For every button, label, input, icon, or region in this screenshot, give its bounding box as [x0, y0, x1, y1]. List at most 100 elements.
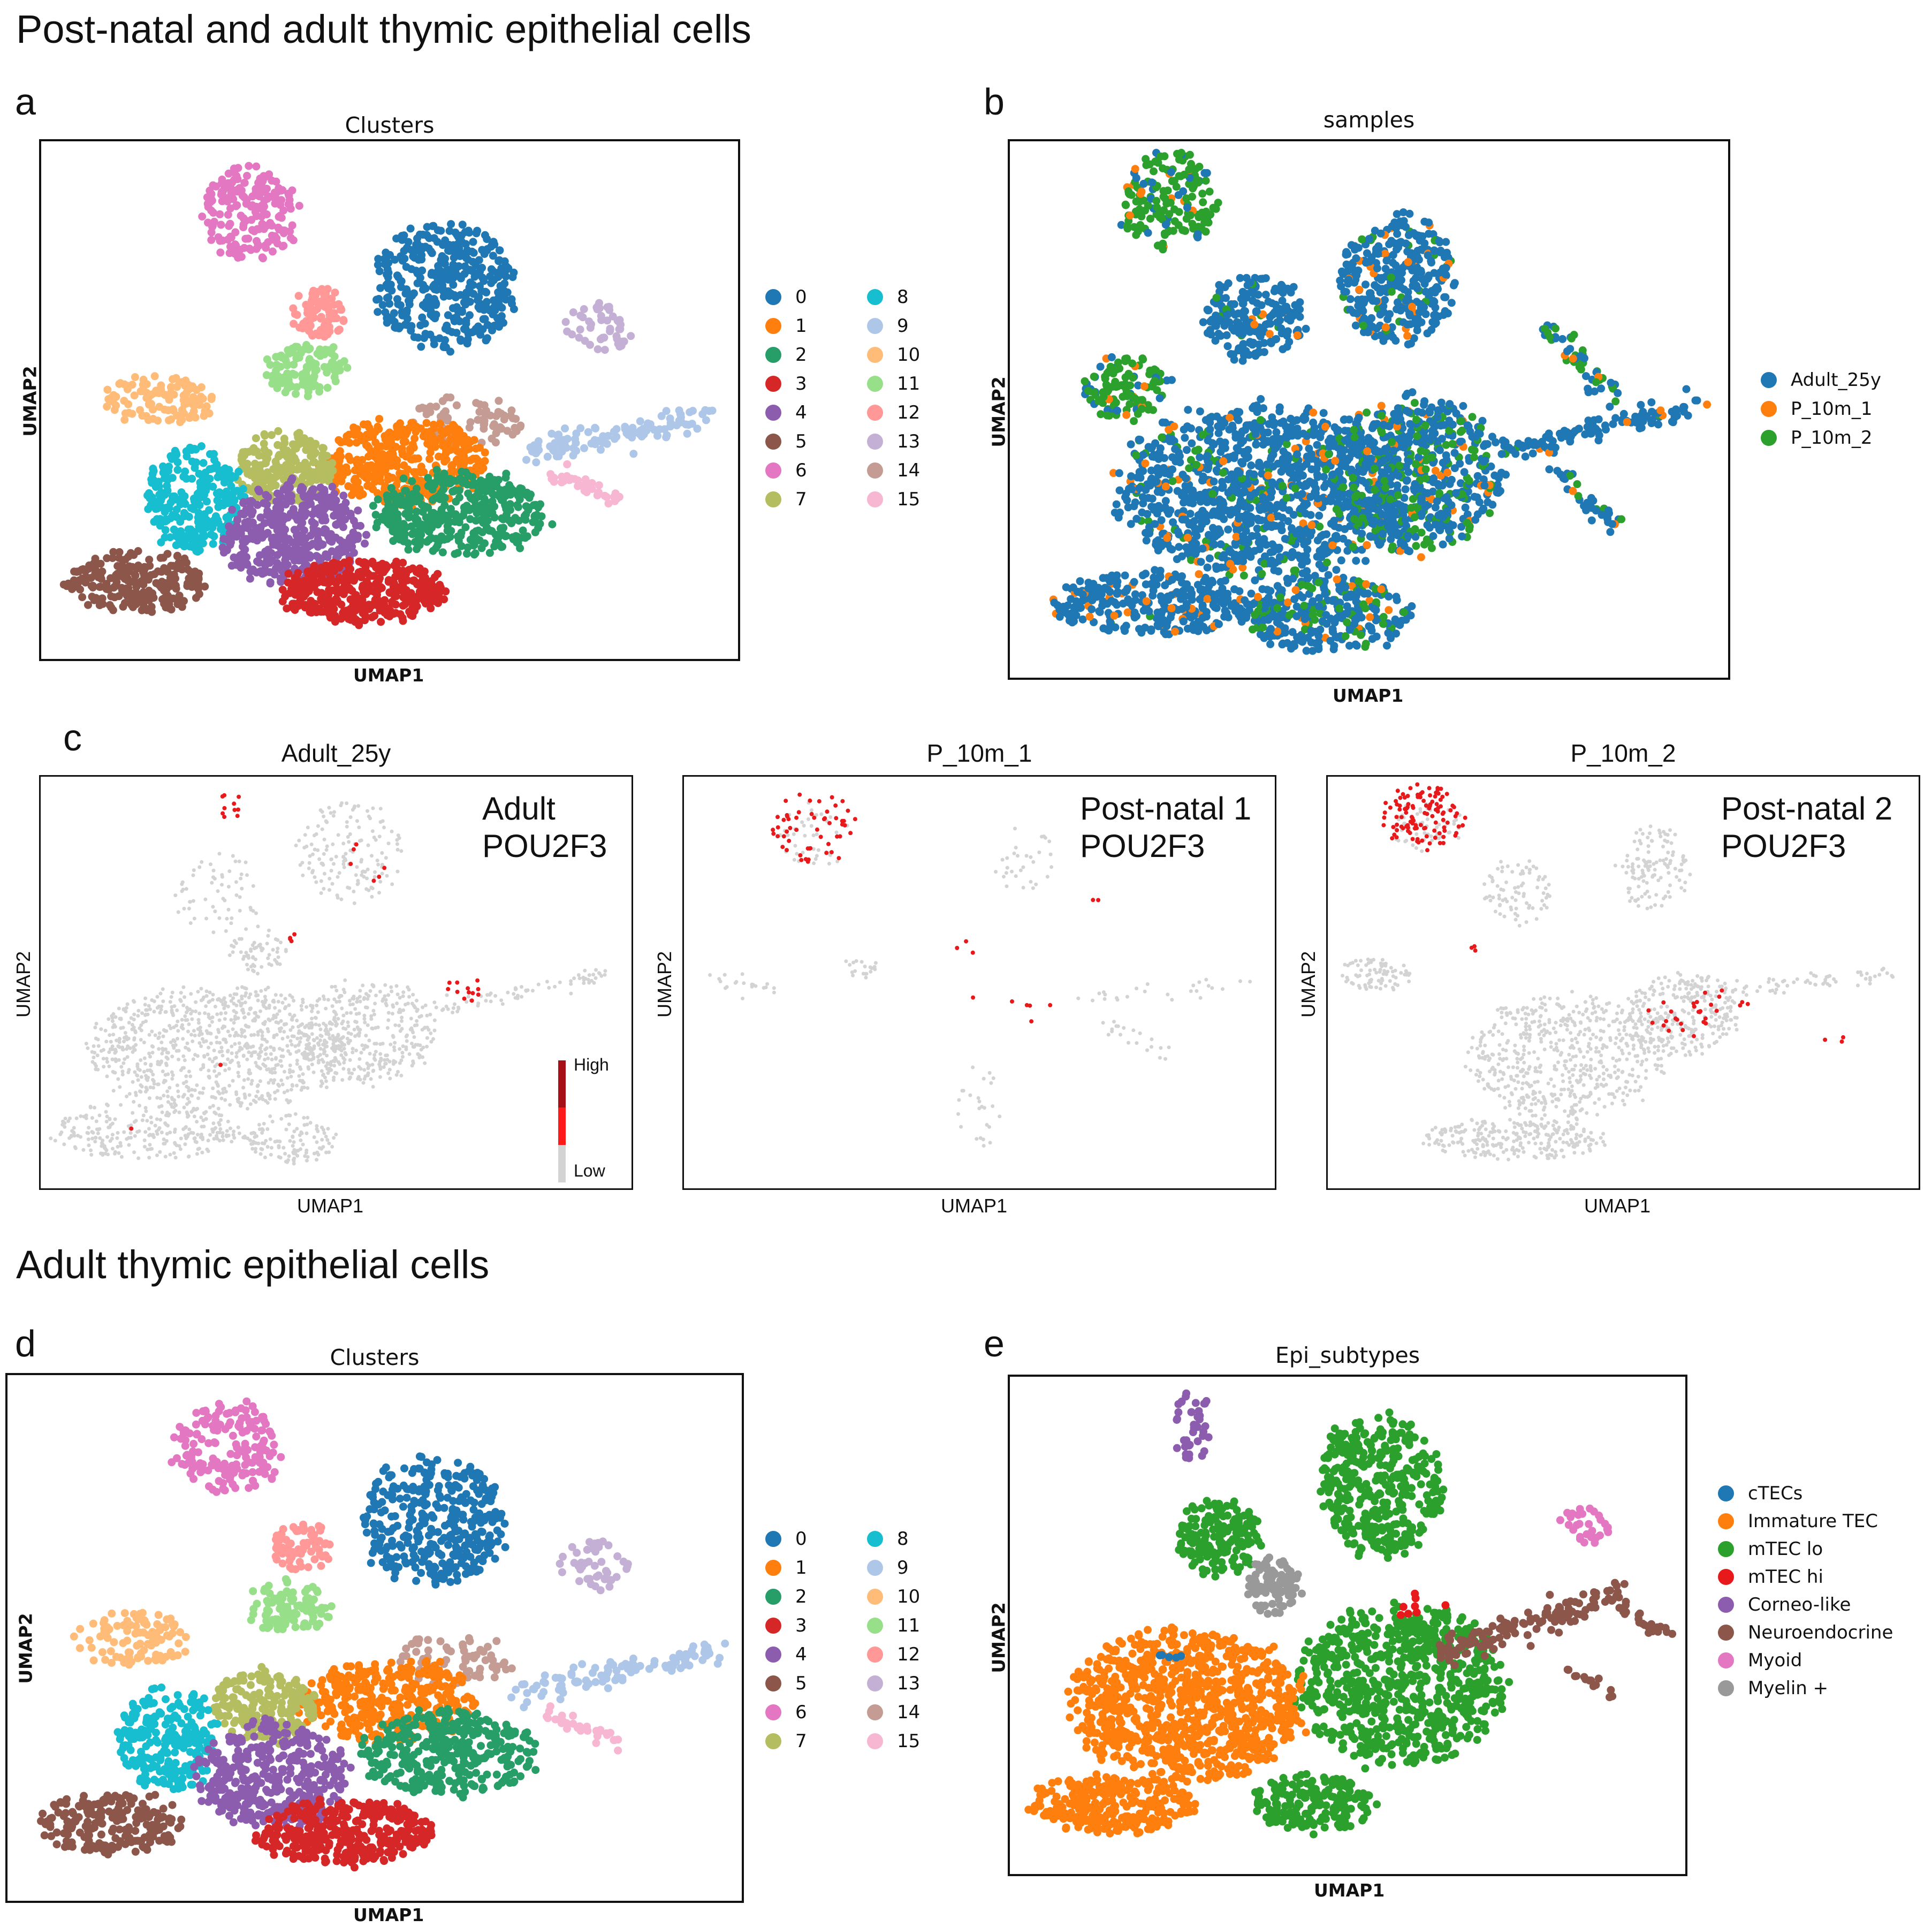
cluster-9-point: [628, 423, 637, 432]
cluster-0-point: [383, 314, 391, 322]
cluster-5-point: [103, 554, 111, 563]
cluster-5-point: [109, 548, 118, 556]
cluster-4-point: [348, 542, 356, 551]
panel-label-e: e: [984, 1323, 1005, 1364]
cluster-4-point: [321, 525, 329, 534]
sample-point: [1366, 289, 1375, 298]
sample-point: [1227, 350, 1235, 358]
cluster-6-point: [264, 238, 272, 246]
cluster-1-point: [334, 436, 343, 444]
cluster-12-point: [323, 324, 331, 332]
cluster-2-point: [501, 500, 509, 509]
sample-point: [1402, 223, 1410, 231]
sample-point: [1401, 485, 1410, 494]
sample-point: [1379, 302, 1388, 310]
sample-point: [1137, 212, 1146, 221]
sample-point: [1403, 247, 1412, 256]
sample-point: [1282, 494, 1291, 502]
sample-point: [1119, 392, 1127, 401]
sample-point: [1291, 301, 1299, 309]
sample-point: [1433, 283, 1441, 291]
cluster-7-point: [301, 458, 309, 467]
sample-point: [1411, 315, 1420, 323]
cluster-4-point: [288, 538, 296, 547]
cluster-4-point: [225, 522, 233, 530]
sample-point: [1102, 382, 1111, 391]
cluster-7-point: [309, 458, 317, 467]
cluster-0-point: [402, 263, 410, 271]
cluster-5-point: [192, 594, 200, 602]
sample-point: [1293, 331, 1302, 339]
legend-swatch: [765, 405, 781, 421]
cluster-2-point: [478, 528, 486, 536]
cluster-3-point: [296, 596, 305, 604]
cluster-6-point: [240, 179, 249, 187]
sample-point: [1328, 541, 1337, 550]
cluster-4-point: [302, 509, 310, 517]
cluster-0-point: [402, 308, 410, 317]
cluster-4-point: [253, 500, 262, 509]
cluster-0-point: [414, 333, 422, 342]
sample-point: [1159, 164, 1167, 172]
sample-point: [1212, 322, 1220, 330]
cluster-4-point: [362, 530, 370, 539]
cluster-1-point: [337, 452, 345, 461]
cluster-8-point: [217, 525, 225, 533]
sample-point: [1429, 297, 1438, 305]
sample-point: [1189, 184, 1197, 193]
legend-label: 7: [795, 489, 807, 510]
cluster-4-point: [283, 544, 292, 553]
cluster-3-point: [302, 576, 311, 585]
cluster-3-point: [346, 565, 355, 573]
sample-point: [1223, 342, 1232, 351]
cluster-2-point: [439, 485, 447, 494]
sample-point: [1271, 284, 1280, 293]
sample-point: [1216, 282, 1225, 291]
cluster-0-point: [440, 275, 448, 283]
cluster-0-point: [416, 274, 424, 282]
cluster-14-point: [506, 412, 515, 420]
cluster-12-point: [331, 289, 339, 297]
cluster-13-point: [585, 317, 594, 325]
cluster-1-point: [481, 457, 489, 465]
sample-point: [1413, 326, 1421, 335]
cluster-7-point: [262, 448, 270, 457]
sample-point: [1084, 386, 1092, 395]
sample-point: [1205, 554, 1214, 563]
cluster-14-point: [436, 412, 445, 421]
cluster-6-point: [206, 186, 214, 195]
cluster-1-point: [362, 463, 371, 472]
cluster-8-point: [234, 467, 243, 476]
cluster-1-point: [459, 456, 467, 464]
cluster-8-point: [176, 518, 185, 526]
cluster-2-point: [459, 479, 467, 487]
cluster-9-point: [584, 428, 592, 436]
cluster-2-point: [371, 511, 380, 519]
sample-point: [1350, 242, 1359, 251]
sample-point: [1131, 165, 1139, 173]
sample-point: [1130, 417, 1138, 426]
sample-point: [1200, 218, 1209, 227]
cluster-11-point: [309, 375, 317, 383]
sample-point: [1227, 300, 1236, 308]
cluster-10-point: [167, 415, 176, 423]
sample-point: [1216, 447, 1225, 456]
cluster-4-point: [225, 529, 234, 537]
sample-point: [1403, 331, 1412, 340]
cluster-0-point: [442, 267, 450, 276]
cluster-2-point: [405, 493, 413, 502]
cluster-9-point: [662, 433, 671, 442]
cluster-6-point: [253, 225, 262, 233]
cluster-2-point: [369, 502, 377, 510]
sample-point: [1361, 280, 1370, 289]
cluster-5-point: [89, 581, 97, 590]
cluster-3-point: [341, 559, 349, 567]
cluster-2-point: [514, 503, 522, 511]
cluster-6-point: [277, 186, 285, 195]
sample-point: [1151, 377, 1159, 385]
cluster-0-point: [421, 330, 430, 338]
sample-point: [1159, 187, 1168, 195]
cluster-7-point: [260, 439, 268, 448]
cluster-14-point: [465, 423, 474, 432]
cluster-0-point: [438, 281, 447, 290]
